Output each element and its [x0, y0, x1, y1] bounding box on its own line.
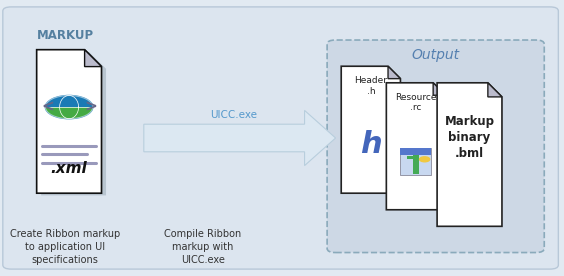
Text: >: > [84, 99, 97, 114]
Text: Resource
.rc: Resource .rc [395, 93, 437, 112]
FancyBboxPatch shape [327, 40, 544, 253]
Polygon shape [388, 66, 400, 79]
Text: Markup
binary
.bml: Markup binary .bml [444, 115, 495, 160]
Text: UICC.exe: UICC.exe [210, 110, 258, 120]
Polygon shape [437, 83, 502, 226]
Text: .xml: .xml [51, 161, 87, 176]
Polygon shape [45, 107, 92, 119]
Text: <: < [41, 99, 54, 114]
Polygon shape [407, 155, 419, 174]
Text: Create Ribbon markup
to application UI
specifications: Create Ribbon markup to application UI s… [10, 229, 120, 266]
Polygon shape [37, 50, 102, 193]
Circle shape [45, 95, 92, 119]
Polygon shape [386, 83, 446, 210]
Polygon shape [488, 83, 502, 97]
Polygon shape [433, 83, 446, 95]
Bar [400, 148, 431, 155]
Polygon shape [85, 50, 102, 67]
Text: Compile Ribbon
markup with
UICC.exe: Compile Ribbon markup with UICC.exe [165, 229, 241, 266]
Circle shape [420, 157, 430, 162]
Text: h: h [360, 131, 382, 160]
Polygon shape [144, 110, 336, 166]
FancyBboxPatch shape [3, 7, 558, 269]
Bar [400, 148, 431, 175]
Text: Output: Output [412, 48, 460, 62]
Polygon shape [41, 52, 106, 195]
Text: MARKUP: MARKUP [37, 29, 94, 42]
Text: Header
.h: Header .h [354, 76, 387, 96]
Polygon shape [341, 66, 400, 193]
